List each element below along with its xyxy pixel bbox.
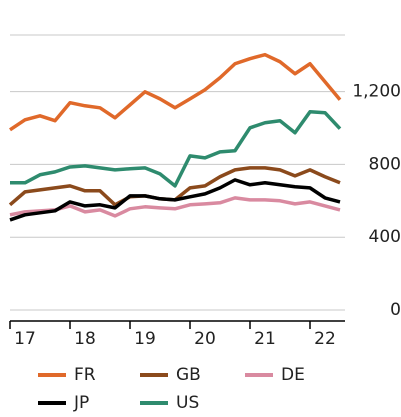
legend-label: JP: [73, 393, 89, 413]
legend-label: US: [176, 393, 199, 413]
legend-label: GB: [176, 365, 201, 385]
x-tick-label: 22: [314, 329, 336, 349]
y-tick-label: 400: [369, 227, 401, 247]
series-line: [9, 52, 342, 132]
y-tick-label: 1,200: [352, 82, 401, 102]
series-line: [10, 110, 342, 188]
x-tick-label: 17: [14, 329, 36, 349]
series-line: [9, 178, 341, 222]
x-tick-label: 21: [254, 329, 276, 349]
y-tick-label: 0: [390, 300, 401, 320]
x-tick-label: 19: [134, 329, 156, 349]
series-line: [9, 196, 341, 218]
x-tick-label: 20: [194, 329, 216, 349]
x-tick-label: 18: [74, 329, 96, 349]
legend-label: DE: [281, 365, 305, 385]
y-tick-label: 800: [369, 154, 401, 174]
legend-label: FR: [74, 365, 96, 385]
